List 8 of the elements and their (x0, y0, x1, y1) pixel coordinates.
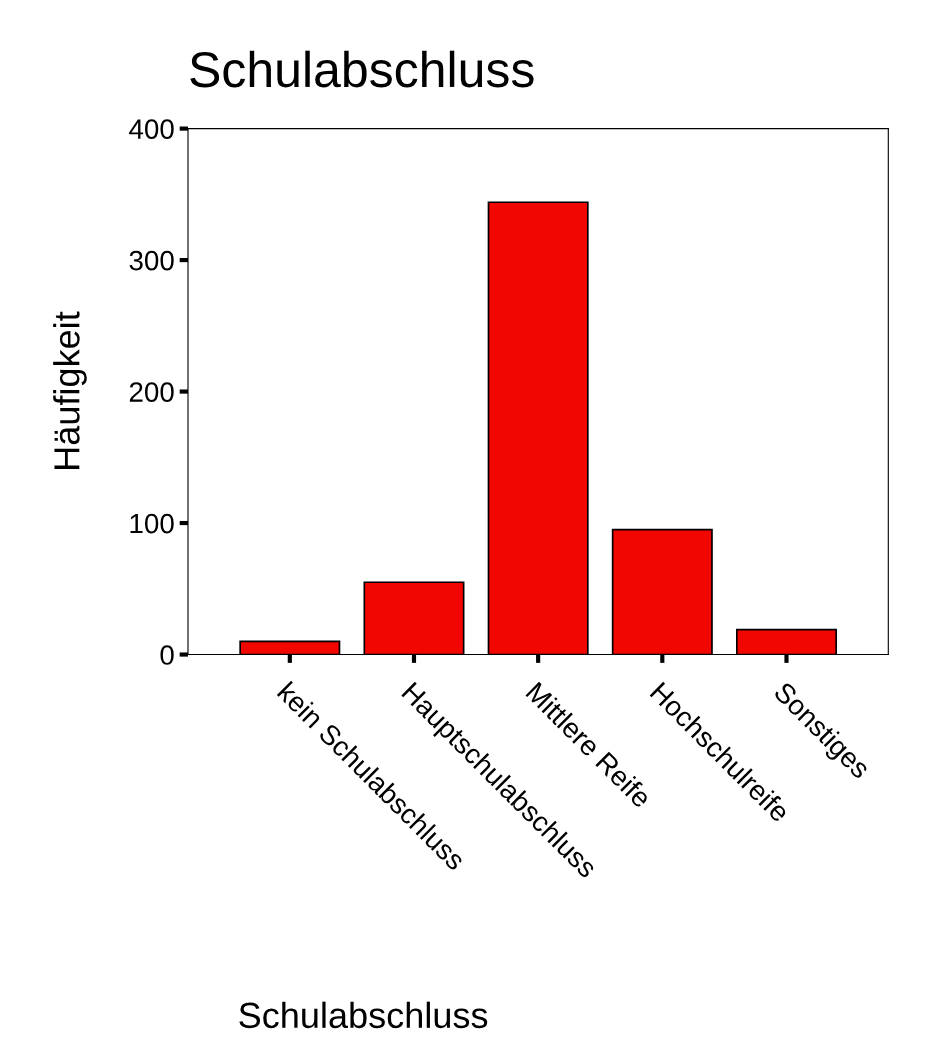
x-axis-title: Schulabschluss (239, 1001, 488, 1029)
y-tick-label: 400 (129, 119, 174, 139)
y-tick-label: 300 (129, 250, 174, 271)
y-tick-label: 100 (130, 513, 174, 534)
y-tick-label: 0 (160, 645, 174, 665)
y-axis-title: Häufigkeit (53, 311, 87, 469)
y-tick-label: 200 (129, 382, 174, 402)
chart-title: Schulabschluss (190, 50, 534, 88)
